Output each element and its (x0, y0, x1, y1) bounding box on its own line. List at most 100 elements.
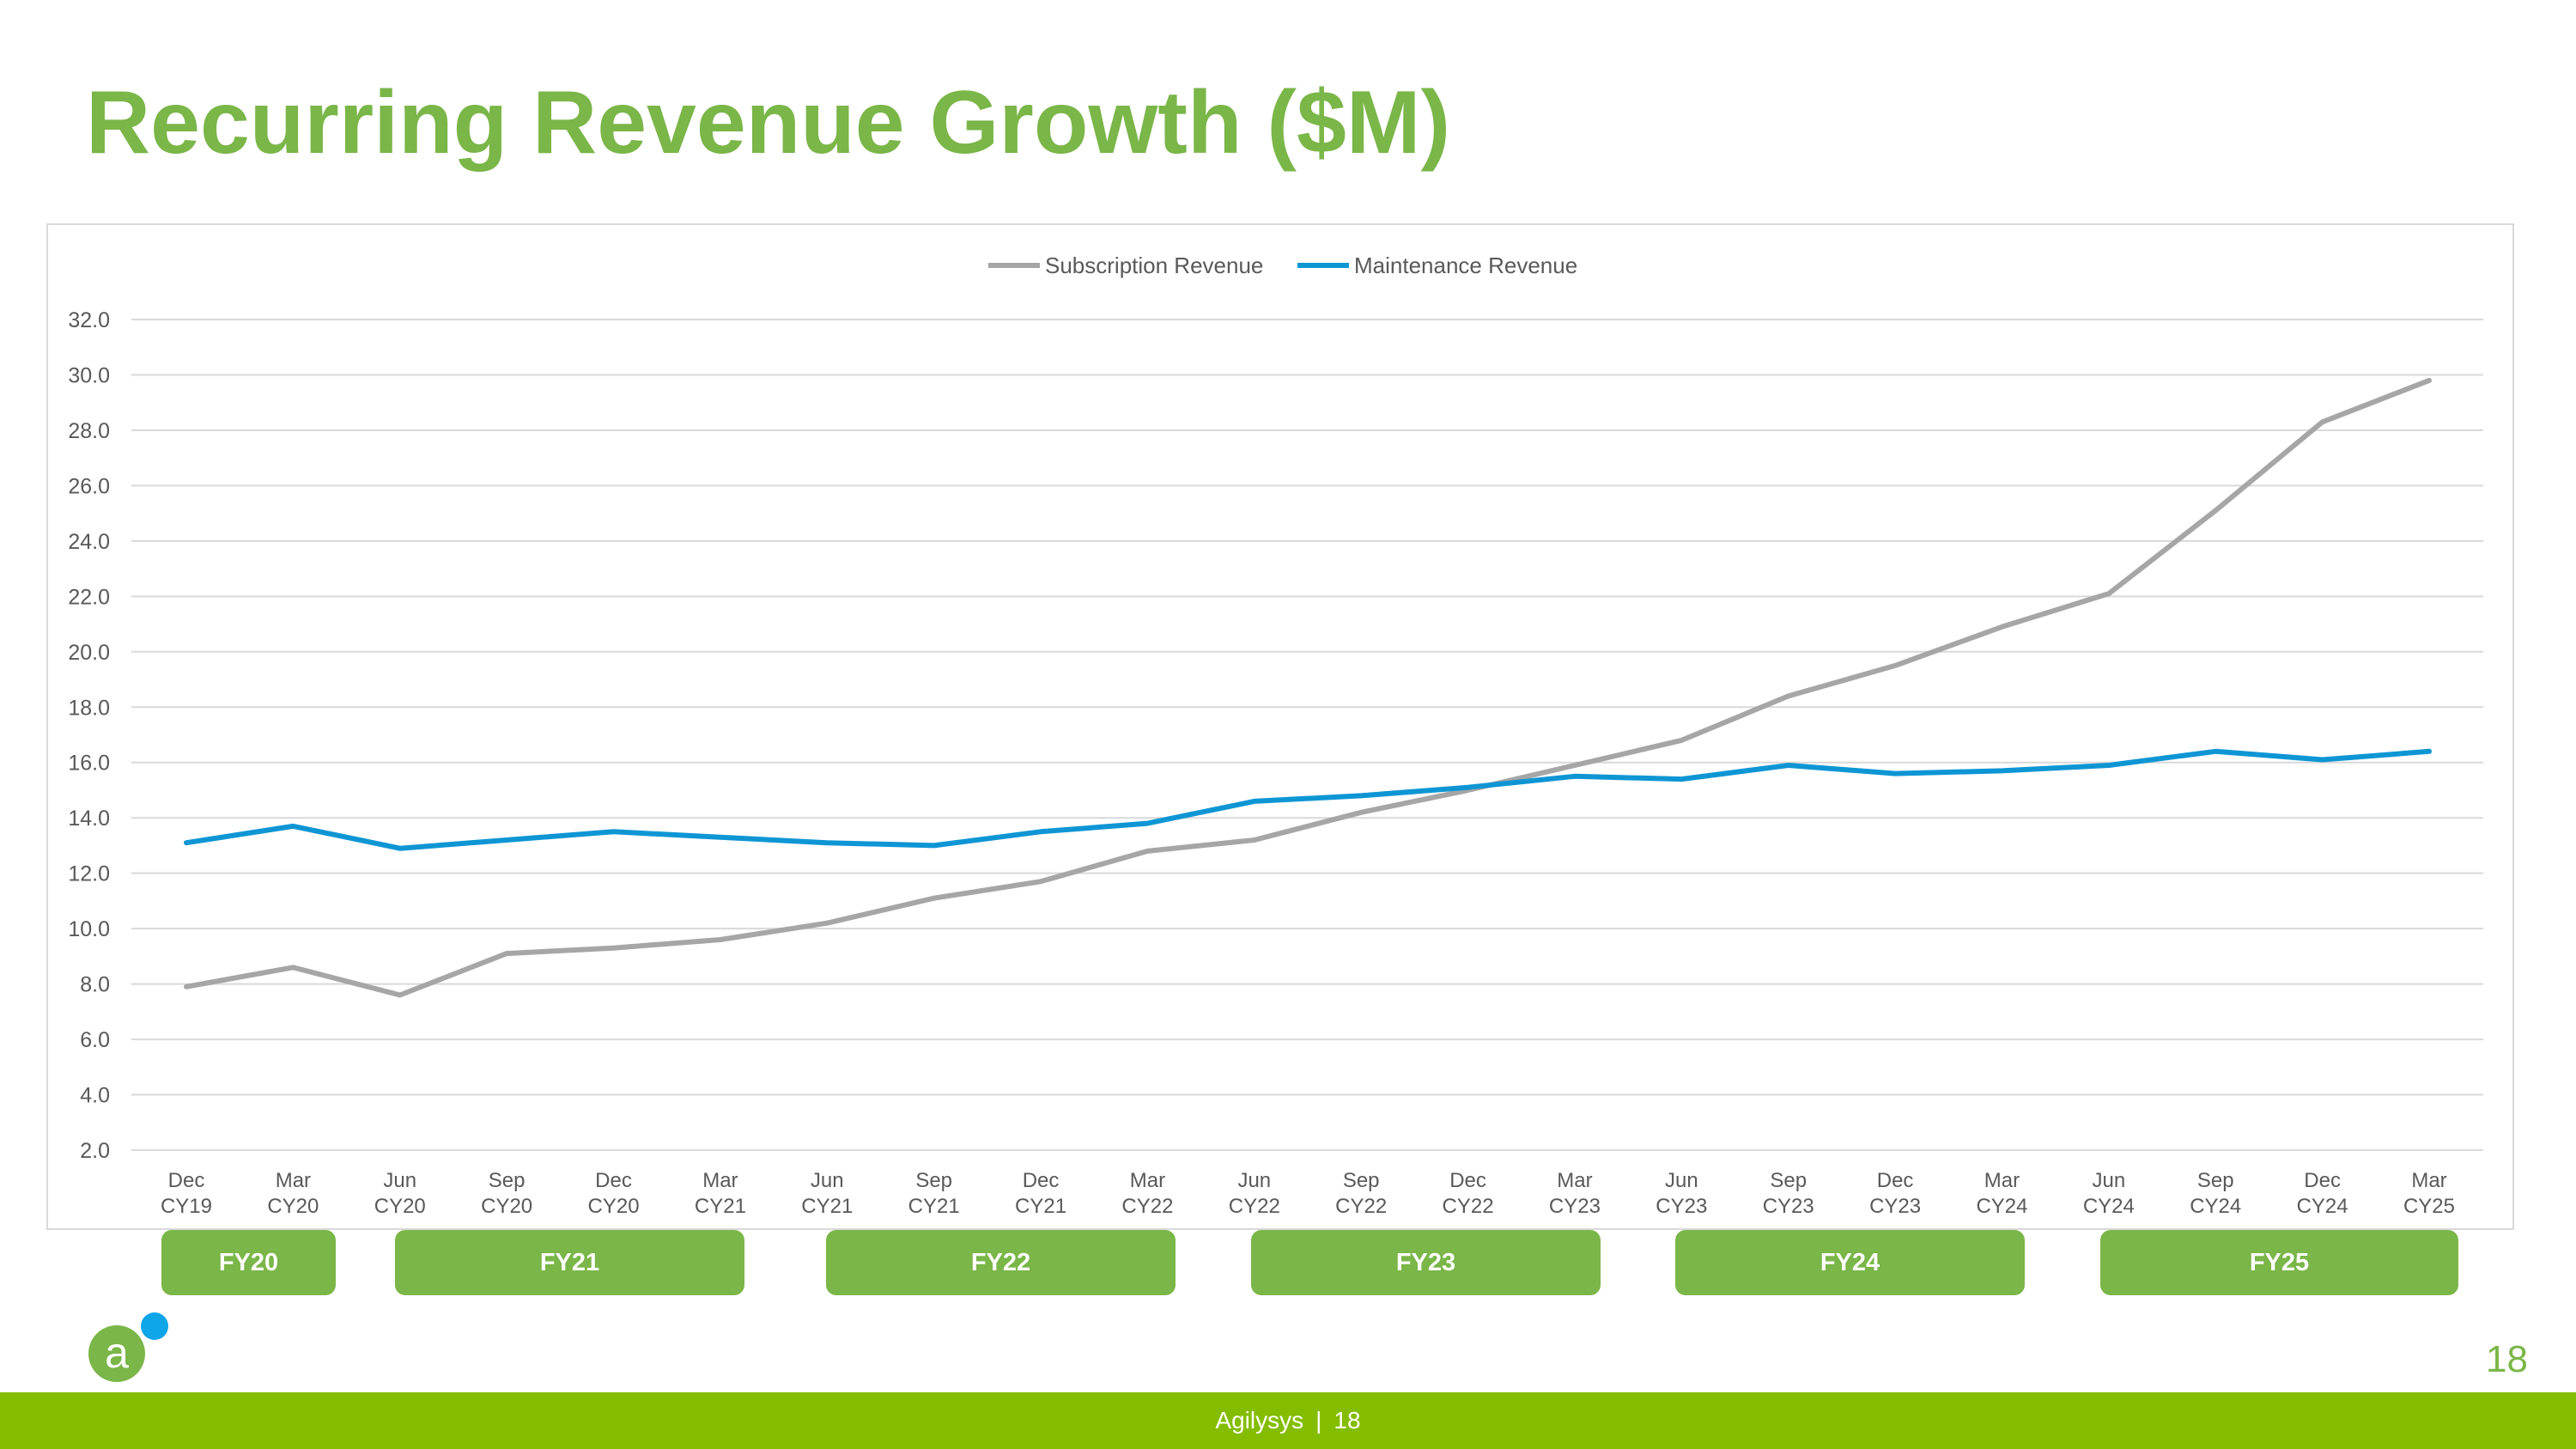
maintenance-revenue-point (2214, 750, 2217, 753)
y-tick-label: 26.0 (68, 474, 110, 498)
maintenance-revenue-line (184, 748, 2432, 851)
subscription-revenue-point (291, 965, 295, 969)
y-tick-label: 30.0 (68, 363, 110, 387)
x-tick-label: CY25 (2403, 1195, 2455, 1218)
subscription-revenue-point (185, 985, 188, 989)
x-tick-label: Jun (383, 1169, 416, 1192)
x-tick-label: Sep (915, 1169, 952, 1192)
y-tick-label: 16.0 (68, 752, 110, 776)
subscription-revenue-point (1787, 694, 1790, 697)
subscription-revenue-point (1680, 739, 1683, 742)
subscription-revenue-point (933, 897, 936, 900)
subscription-revenue-point (1893, 664, 1897, 667)
subscription-revenue-point (2427, 379, 2431, 382)
x-tick-label: Jun (2093, 1169, 2126, 1192)
x-tick-label: Mar (1984, 1169, 2020, 1192)
x-tick-label: Dec (1023, 1169, 1060, 1192)
x-tick-label: Sep (2197, 1169, 2234, 1192)
maintenance-revenue-point (1787, 764, 1790, 767)
chart-svg: 32.0 30.0 28.0 26.0 24.0 22.0 20.0 18.0 16.0 14.0… (68, 253, 2483, 1218)
footer-bar: Agilysys | 18 (0, 1392, 2576, 1449)
x-tick-label: CY22 (1121, 1195, 1173, 1218)
x-tick-label: Mar (1557, 1169, 1592, 1192)
y-tick-label: 10.0 (68, 917, 110, 941)
legend-label-subscription: Subscription Revenue (1045, 253, 1263, 278)
y-tick-label: 8.0 (80, 973, 110, 997)
subscription-revenue-point (2107, 592, 2111, 595)
x-tick-label: CY23 (1549, 1195, 1601, 1218)
maintenance-revenue-point (1680, 777, 1683, 781)
maintenance-revenue-point (2427, 750, 2431, 753)
x-tick-label: CY23 (1763, 1195, 1814, 1218)
x-tick-label: CY21 (801, 1195, 853, 1218)
x-tick-label: CY21 (1015, 1195, 1066, 1218)
y-tick-label: 6.0 (80, 1028, 110, 1052)
fy-label: FY23 (1251, 1230, 1601, 1295)
x-tick-label: CY24 (2083, 1195, 2135, 1218)
maintenance-revenue-point (185, 841, 188, 844)
subscription-revenue-point (1145, 849, 1149, 853)
x-tick-label: CY20 (481, 1195, 532, 1218)
x-tick-label: CY23 (1656, 1195, 1707, 1218)
maintenance-revenue-point (1893, 772, 1897, 776)
x-tick-label: CY21 (695, 1195, 746, 1218)
subscription-revenue-point (1573, 764, 1577, 767)
x-tick-label: Dec (1877, 1169, 1914, 1192)
maintenance-revenue-point (291, 825, 295, 828)
fy-label: FY21 (395, 1230, 744, 1295)
maintenance-revenue-point (719, 836, 722, 839)
x-tick-label: CY22 (1229, 1195, 1280, 1218)
footer-separator: | (1315, 1407, 1322, 1434)
maintenance-revenue-point (1145, 822, 1149, 825)
subscription-revenue-point (2000, 625, 2003, 629)
x-tick-label: CY23 (1869, 1195, 1921, 1218)
maintenance-revenue-point (2107, 764, 2111, 767)
x-tick-label: Dec (168, 1169, 205, 1192)
legend-label-maintenance: Maintenance Revenue (1354, 253, 1577, 278)
x-tick-label: Sep (489, 1169, 526, 1192)
x-tick-label: Sep (1770, 1169, 1807, 1192)
maintenance-revenue-point (825, 841, 829, 844)
subscription-revenue-point (612, 947, 616, 950)
page-number: 18 (2486, 1338, 2528, 1380)
fy-label: FY22 (826, 1230, 1176, 1295)
fy-label: FY24 (1675, 1230, 2025, 1295)
fy-label: FY20 (161, 1230, 336, 1295)
maintenance-revenue-point (1467, 786, 1470, 789)
x-tick-label: CY19 (161, 1195, 212, 1218)
subscription-revenue-point (398, 993, 402, 996)
y-tick-label: 12.0 (68, 862, 110, 886)
subscription-revenue-point (1359, 811, 1363, 814)
x-tick-label: CY24 (2190, 1195, 2241, 1218)
page-title: Recurring Revenue Growth ($M) (86, 73, 1451, 173)
maintenance-revenue-point (1253, 800, 1256, 803)
maintenance-revenue-point (505, 838, 508, 842)
subscription-revenue-point (505, 952, 508, 955)
maintenance-revenue-point (2321, 758, 2324, 762)
subscription-revenue-point (825, 922, 829, 925)
subscription-revenue-point (719, 938, 722, 941)
x-tick-label: Dec (595, 1169, 632, 1192)
x-tick-label: Mar (2411, 1169, 2446, 1192)
y-tick-label: 24.0 (68, 530, 110, 554)
footer-company: Agilysys (1215, 1407, 1304, 1434)
x-tick-label: Jun (811, 1169, 844, 1192)
maintenance-revenue-point (1573, 775, 1577, 778)
x-tick-label: CY20 (267, 1195, 319, 1218)
y-tick-label: 28.0 (68, 419, 110, 443)
line-chart: 32.0 30.0 28.0 26.0 24.0 22.0 20.0 18.0 16.0 14.0… (46, 223, 2514, 1230)
x-tick-label: CY20 (588, 1195, 640, 1218)
maintenance-revenue-point (1039, 830, 1042, 833)
x-tick-label: CY22 (1335, 1195, 1387, 1218)
maintenance-revenue-point (1359, 794, 1363, 797)
x-tick-label: CY20 (374, 1195, 426, 1218)
subscription-revenue-point (1253, 838, 1256, 842)
y-tick-label: 4.0 (80, 1084, 110, 1108)
y-tick-label: 20.0 (68, 641, 110, 665)
y-tick-label: 2.0 (80, 1139, 110, 1163)
maintenance-revenue-point (612, 830, 616, 833)
footer-page: 18 (1334, 1407, 1361, 1434)
subscription-revenue-point (2214, 508, 2217, 512)
maintenance-revenue-point (933, 843, 936, 847)
x-tick-label: Dec (2304, 1169, 2341, 1192)
